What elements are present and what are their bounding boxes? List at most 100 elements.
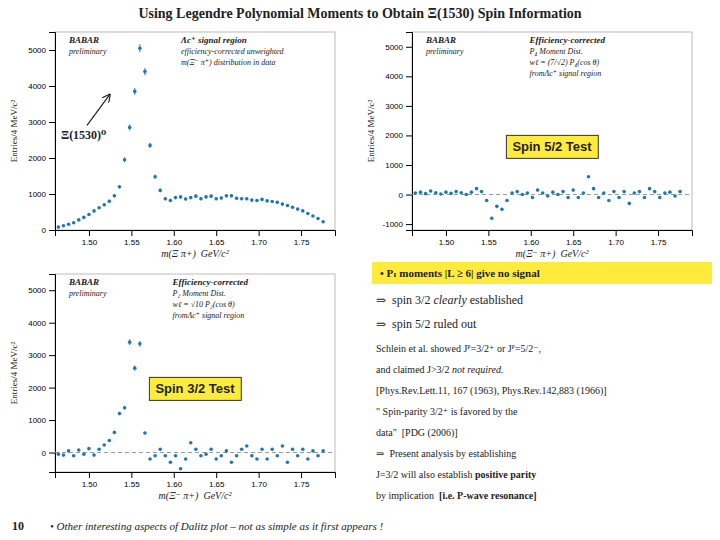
point xyxy=(459,191,463,195)
point xyxy=(184,197,188,201)
tick-label: 1.60 xyxy=(166,238,182,247)
point xyxy=(551,190,555,194)
tick-label: 3000 xyxy=(28,118,46,127)
tick-mark xyxy=(216,472,217,478)
text-segment: and claimed J>3/2 xyxy=(376,364,452,375)
tick: 1.65 xyxy=(566,230,582,247)
y-axis: 010002000300040005000 xyxy=(28,33,55,236)
panel-note: P₂ Moment Dist. xyxy=(172,289,226,298)
text-segment: [i.e. P-wave resonance] xyxy=(439,490,537,501)
point xyxy=(87,213,91,217)
point xyxy=(321,220,325,224)
point xyxy=(92,453,96,457)
point xyxy=(225,194,229,198)
text-line: ⇒ spin 5/2 ruled out xyxy=(376,317,477,331)
tick: 2000 xyxy=(28,154,55,163)
tick: 1000 xyxy=(385,161,412,170)
tick-mark xyxy=(406,47,412,48)
tick-mark xyxy=(406,106,412,107)
text-segment: [Phys.Rev.Lett.11, 167 (1963), Phys.Rev.… xyxy=(376,385,607,397)
tick: 0 xyxy=(42,226,55,235)
tick-mark xyxy=(49,290,55,291)
point xyxy=(174,196,178,200)
point xyxy=(240,447,244,451)
tick: 1000 xyxy=(28,416,55,425)
point xyxy=(270,447,274,451)
panel-note: preliminary xyxy=(425,47,464,56)
text-line: " Spin-parity 3/2⁺ is favored by the xyxy=(376,406,518,417)
tick-mark xyxy=(406,135,412,136)
tick-label: 3000 xyxy=(385,102,403,111)
axis-line xyxy=(56,473,336,479)
text-line: [Phys.Rev.Lett.11, 167 (1963), Phys.Rev.… xyxy=(376,385,607,397)
point xyxy=(556,193,560,197)
tick: 1.75 xyxy=(294,472,310,489)
tick-mark xyxy=(406,195,412,196)
point xyxy=(102,443,106,447)
point xyxy=(250,454,254,458)
axis-line xyxy=(49,33,56,231)
tick-label: 1.55 xyxy=(481,238,497,247)
panel-note: Efficiency-corrected xyxy=(172,277,249,287)
panel-note: Λc⁺ signal region xyxy=(180,35,247,45)
text-segment: by implication xyxy=(376,490,439,501)
x-axis-title: m(Ξ⁻ π+) GeV/c² xyxy=(516,248,590,260)
x-axis-title: m(Ξ π+) GeV/c² xyxy=(161,248,230,260)
tick: 1.60 xyxy=(166,230,182,247)
tick-label: 1000 xyxy=(28,190,46,199)
point xyxy=(316,217,320,221)
point xyxy=(209,194,213,198)
point xyxy=(500,208,504,212)
point xyxy=(158,447,162,451)
tick-label: 4000 xyxy=(28,319,46,328)
axis-line xyxy=(406,33,413,231)
point xyxy=(301,447,305,451)
point xyxy=(296,207,300,211)
tick-label: 5000 xyxy=(28,286,46,295)
point xyxy=(607,199,611,203)
point xyxy=(194,194,198,198)
point xyxy=(439,192,443,196)
point xyxy=(311,214,315,218)
point xyxy=(286,460,290,464)
panel: 1.501.551.601.651.701.750100020003000400… xyxy=(9,274,336,502)
point xyxy=(235,454,239,458)
page-number: 10 xyxy=(12,519,24,533)
tick-mark xyxy=(216,230,217,236)
tick: 1.55 xyxy=(481,230,497,247)
tick-label: 1.60 xyxy=(523,238,539,247)
tick-label: 1.65 xyxy=(209,238,225,247)
tick: 2000 xyxy=(28,384,55,393)
point xyxy=(184,457,188,461)
point xyxy=(255,199,259,203)
point xyxy=(561,190,565,194)
tick: 1000 xyxy=(28,190,55,199)
point xyxy=(286,204,290,208)
bottom-text: • Other interesting aspects of Dalitz pl… xyxy=(50,520,383,532)
tick: 1.60 xyxy=(523,230,539,247)
point xyxy=(592,187,596,191)
point xyxy=(658,196,662,200)
tick: 1.75 xyxy=(651,230,667,247)
point xyxy=(148,144,152,148)
tick-mark xyxy=(49,453,55,454)
tick-label: 2000 xyxy=(385,131,403,140)
text-segment: not required. xyxy=(452,364,503,375)
y-axis: -1000010002000300040005000 xyxy=(383,33,413,231)
point xyxy=(470,190,474,194)
panel-note: BABAR xyxy=(68,277,99,287)
point xyxy=(475,187,479,191)
tick-label: 1.65 xyxy=(209,480,225,489)
tick-label: -1000 xyxy=(383,220,404,229)
tick-mark xyxy=(49,388,55,389)
text-segment: established xyxy=(467,293,523,307)
tick-mark xyxy=(259,230,260,236)
point xyxy=(164,197,168,201)
point xyxy=(281,202,285,206)
tick: 1.60 xyxy=(166,472,182,489)
point xyxy=(245,197,249,201)
tick-label: 1.60 xyxy=(166,480,182,489)
tick-mark xyxy=(49,158,55,159)
tick: 1.50 xyxy=(82,230,98,247)
text-line: and claimed J>3/2 not required. xyxy=(376,364,503,375)
